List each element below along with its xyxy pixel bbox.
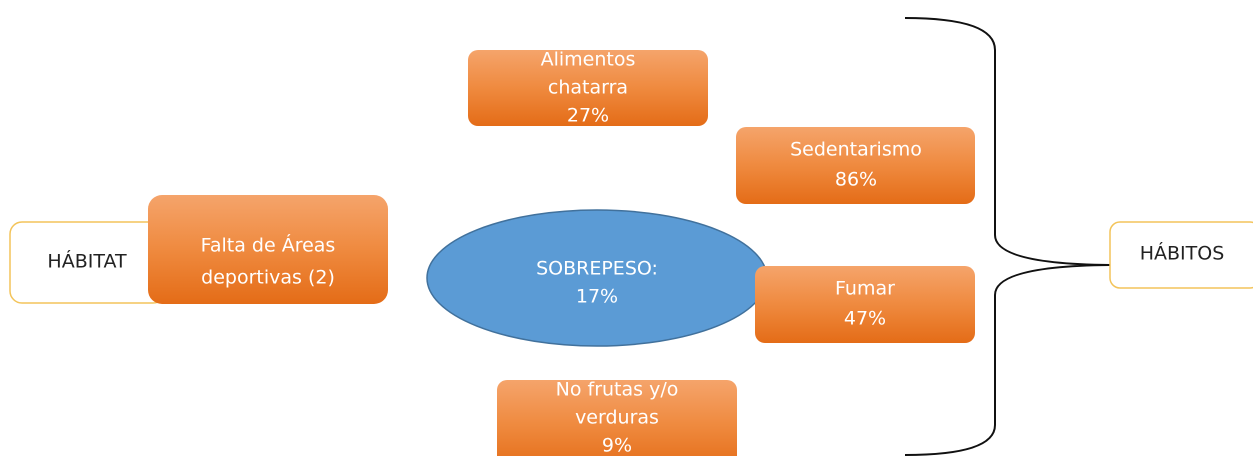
- node-label: HÁBITAT: [47, 250, 127, 273]
- node-label: 47%: [844, 308, 886, 330]
- falta-areas-box: [148, 195, 388, 304]
- node-label: verduras: [575, 407, 659, 429]
- node-label: Fumar: [835, 278, 895, 300]
- node-label: 17%: [576, 286, 618, 308]
- node-label: 86%: [835, 169, 877, 191]
- node-label: 27%: [567, 105, 609, 127]
- alimentos-box: [468, 50, 708, 126]
- node-label: SOBREPESO:: [536, 258, 658, 280]
- node-label: 9%: [602, 435, 632, 456]
- fumar-box: [755, 266, 975, 343]
- node-label: deportivas (2): [201, 267, 335, 289]
- node-label: Sedentarismo: [790, 139, 922, 161]
- node-label: chatarra: [548, 77, 628, 99]
- node-label: Alimentos: [541, 49, 636, 71]
- node-label: No frutas y/o: [556, 379, 679, 401]
- brace: [904, 17, 1111, 456]
- sedentarismo-box: [736, 127, 975, 204]
- no-frutas-box: [497, 380, 737, 456]
- node-label: Falta de Áreas: [201, 234, 336, 257]
- habitos-box: [1109, 221, 1253, 289]
- node-label: HÁBITOS: [1140, 242, 1225, 265]
